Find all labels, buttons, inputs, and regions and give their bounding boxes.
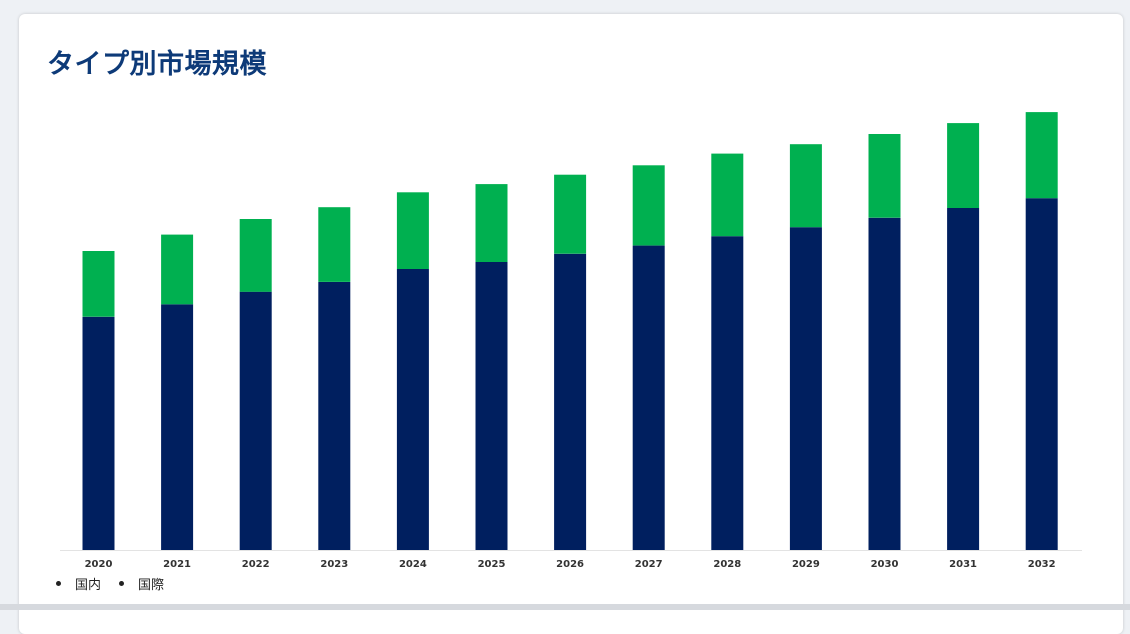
bar-segment-domestic-2021 (161, 304, 194, 550)
x-tick-label: 2022 (242, 559, 270, 570)
legend: 国内 国際 (56, 574, 164, 593)
bar-segment-international-2028 (711, 153, 744, 237)
x-tick-label: 2027 (635, 559, 663, 570)
x-tick-label: 2028 (713, 559, 741, 570)
x-tick-labels: 2020 2021 2022 2023 2024 2025 2026 2027 2028 2029… (85, 559, 1056, 570)
x-tick-label: 2031 (949, 559, 977, 570)
bar-segment-domestic-2028 (711, 236, 744, 550)
legend-label-international: 国際 (138, 578, 165, 593)
bar-segment-international-2020 (82, 251, 115, 317)
bar-segment-international-2025 (475, 184, 508, 262)
bar-segment-domestic-2026 (554, 253, 587, 551)
bar-segment-domestic-2027 (632, 245, 665, 550)
x-tick-label: 2026 (556, 559, 584, 570)
bar-segment-domestic-2029 (789, 227, 822, 550)
legend-item-domestic[interactable]: 国内 (56, 574, 101, 593)
window-bottom-edge (0, 604, 1130, 610)
bar-segment-international-2031 (947, 123, 980, 208)
bar-segment-international-2021 (161, 234, 194, 305)
bar-segment-international-2030 (868, 134, 901, 218)
bar-segment-international-2027 (632, 165, 665, 246)
bar-segment-international-2022 (239, 219, 272, 292)
x-tick-label: 2020 (85, 559, 113, 570)
bar-segment-domestic-2032 (1025, 198, 1058, 550)
bar-segment-domestic-2024 (396, 269, 429, 550)
bar-segment-international-2023 (318, 207, 351, 282)
x-tick-label: 2030 (871, 559, 899, 570)
bar-segment-domestic-2030 (868, 217, 901, 551)
x-tick-label: 2021 (163, 559, 191, 570)
x-tick-label: 2025 (478, 559, 506, 570)
legend-item-international[interactable]: 国際 (119, 574, 164, 593)
chart-title: タイプ別市場規模 (47, 49, 267, 80)
x-tick-label: 2024 (399, 559, 427, 570)
legend-label-domestic: 国内 (75, 578, 102, 593)
bar-segment-domestic-2020 (82, 316, 115, 550)
bar-segment-domestic-2023 (318, 282, 351, 550)
x-tick-label: 2032 (1028, 559, 1056, 570)
bar-segment-international-2024 (396, 192, 429, 269)
x-tick-label: 2023 (320, 559, 348, 570)
bars-group (82, 112, 1058, 551)
legend-bullet-icon (119, 581, 125, 586)
bar-segment-international-2032 (1025, 112, 1058, 199)
x-tick-label: 2029 (792, 559, 820, 570)
legend-bullet-icon (56, 581, 61, 586)
bar-chart: 2020 2021 2022 2023 2024 2025 2026 2027 2028 2029… (60, 112, 1082, 570)
bar-segment-international-2026 (554, 174, 587, 254)
bar-segment-domestic-2031 (947, 208, 980, 550)
bar-segment-domestic-2022 (239, 291, 272, 550)
bar-segment-domestic-2025 (475, 262, 508, 550)
bar-segment-international-2029 (789, 144, 822, 228)
